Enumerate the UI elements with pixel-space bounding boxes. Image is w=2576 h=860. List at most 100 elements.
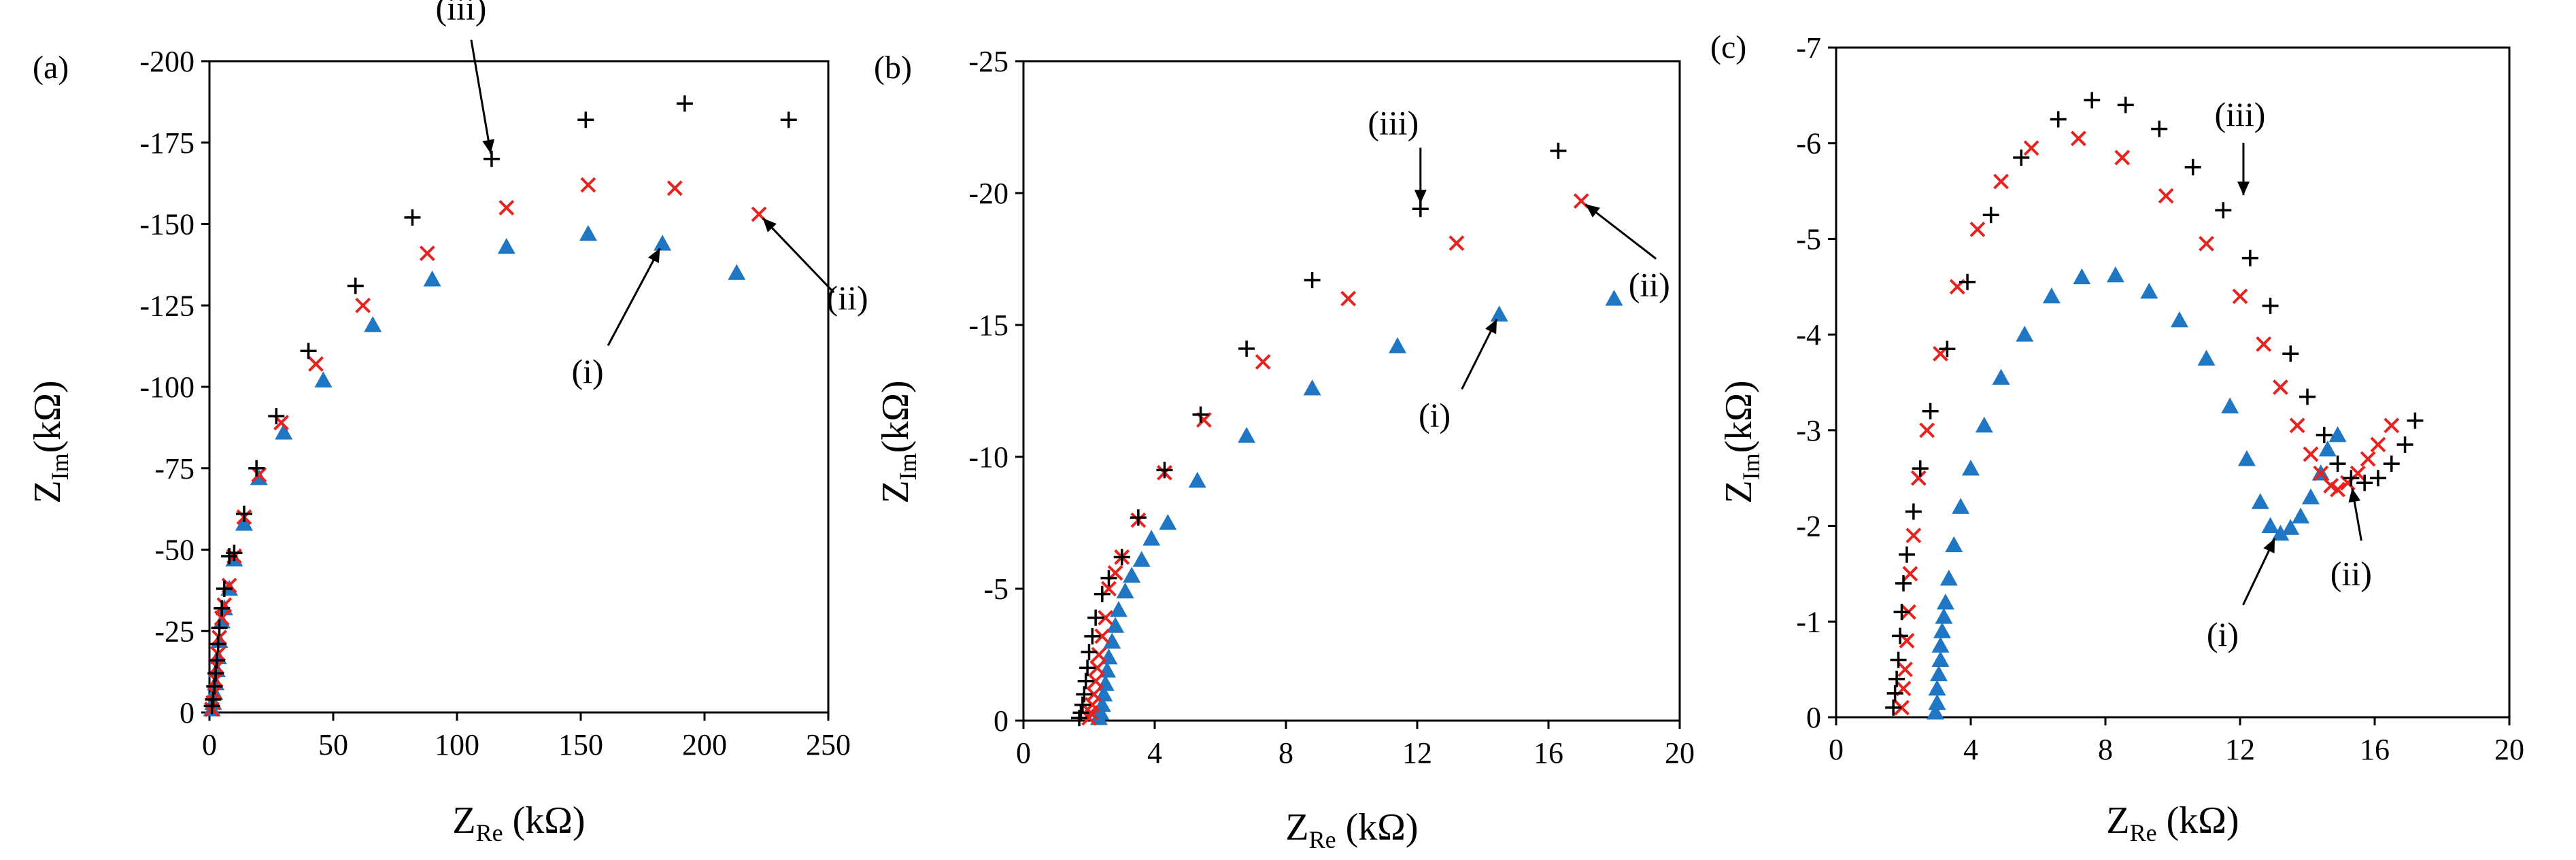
x-tick-label: 100 (435, 728, 479, 761)
x-tick-label: 20 (2494, 733, 2524, 766)
series-triangle (1927, 266, 2347, 720)
data-point-triangle (2237, 450, 2256, 466)
y-tick-label: -50 (154, 534, 194, 567)
annotation-arrow-line (470, 39, 492, 154)
data-point-plus (1885, 699, 1902, 716)
data-point-x (2330, 481, 2345, 498)
x-axis-title-unit: (kΩ) (503, 799, 586, 842)
y-tick-label: 0 (1806, 701, 1821, 734)
annotation-arrow-line (607, 247, 661, 346)
data-point-plus (2262, 297, 2279, 314)
x-axis-title-unit: (kΩ) (1336, 806, 1419, 848)
x-tick-label: 16 (1533, 736, 1563, 770)
data-point-plus (2396, 436, 2413, 453)
data-point-plus (2151, 120, 2168, 137)
x-axis-title-main: Z (1285, 806, 1308, 848)
series-triangle (1089, 290, 1623, 725)
data-point-plus (577, 111, 594, 128)
series-x (1081, 193, 1589, 726)
x-tick-label: 16 (2360, 733, 2390, 766)
panel-label: (a) (33, 50, 69, 86)
data-point-plus (1084, 627, 1101, 644)
plot-frame (208, 60, 830, 714)
data-point-plus (1895, 575, 1912, 591)
annotation-label: (iii) (1368, 103, 1419, 141)
data-point-triangle (2197, 349, 2216, 366)
data-point-plus (2407, 412, 2424, 429)
x-tick-label: 250 (806, 728, 851, 761)
data-point-plus (1072, 704, 1089, 721)
panel-a: (a) 0 50 100 150 200 250 0 -25 -50 -75 -100 -125 -150… (27, 0, 868, 846)
annotation-label: (ii) (1629, 266, 1670, 304)
annotation-arrow-head (2348, 488, 2361, 503)
data-point-x (308, 356, 324, 372)
annotation-label: (i) (1419, 396, 1451, 434)
data-point-plus (248, 460, 265, 477)
data-point-triangle (2221, 397, 2239, 414)
data-point-plus (211, 619, 228, 636)
x-axis-title: ZRe (kΩ) (1285, 806, 1418, 853)
data-point-x (419, 245, 435, 262)
data-point-x (2023, 140, 2039, 156)
data-point-triangle (1123, 566, 1141, 583)
plot-frame (1835, 46, 2511, 719)
data-point-plus (214, 600, 231, 617)
x-axis-title-main: Z (2106, 799, 2129, 842)
data-point-triangle (1132, 551, 1151, 567)
data-point-plus (404, 209, 421, 226)
data-point-x (2303, 446, 2319, 462)
data-point-plus (1077, 672, 1094, 689)
x-axis-title-sub: Re (476, 819, 503, 846)
data-point-x (1255, 354, 1271, 370)
data-point-plus (1087, 609, 1104, 626)
data-point-plus (2329, 455, 2346, 472)
data-point-plus (268, 408, 285, 425)
data-point-triangle (497, 238, 515, 254)
data-point-plus (1922, 402, 1939, 419)
data-point-triangle (1935, 608, 1953, 624)
y-axis-title-unit: (kΩ) (1718, 380, 1760, 453)
data-point-x (1087, 673, 1104, 689)
data-point-plus (1886, 685, 1903, 702)
y-tick-label: -15 (968, 309, 1009, 342)
data-point-triangle (1929, 665, 1948, 682)
annotation-arrow-line (762, 217, 835, 294)
data-point-triangle (1142, 530, 1161, 546)
data-point-x (2384, 417, 2400, 434)
data-point-x (1910, 470, 1927, 486)
data-point-plus (676, 95, 693, 112)
data-point-plus (1982, 207, 1999, 224)
data-point-x (251, 466, 267, 483)
data-point-x (1894, 700, 1910, 716)
data-point-plus (1939, 341, 1956, 358)
y-tick-label: -3 (1796, 414, 1821, 447)
data-point-triangle (1952, 498, 1970, 514)
data-point-plus (1905, 503, 1922, 520)
x-tick-label: 12 (1402, 736, 1432, 770)
data-point-x (2289, 417, 2305, 434)
y-tick-label: -5 (983, 572, 1009, 606)
data-point-plus (2117, 97, 2134, 114)
annotation-arrow-head (1414, 190, 1427, 204)
data-point-plus (780, 111, 797, 128)
y-axis-title-unit: (kΩ) (27, 380, 69, 453)
annotation-arrow-head (1585, 204, 1600, 218)
series-x (204, 177, 767, 717)
data-point-triangle (423, 270, 441, 287)
data-point-plus (2050, 111, 2067, 128)
data-point-plus (300, 343, 317, 360)
y-tick-label: -200 (139, 45, 194, 78)
data-point-triangle (2042, 287, 2061, 304)
data-point-plus (2282, 345, 2299, 362)
data-point-triangle (1931, 651, 1950, 667)
data-point-x (1897, 661, 1913, 678)
data-point-plus (1113, 549, 1130, 566)
x-tick-label: 0 (1016, 736, 1031, 770)
data-point-x (1091, 647, 1107, 663)
data-point-x (1098, 610, 1114, 626)
data-point-triangle (2282, 519, 2300, 535)
annotation-arrow-head (1485, 319, 1497, 334)
annotation-label: (iii) (435, 0, 486, 27)
data-point-triangle (2301, 488, 2320, 504)
